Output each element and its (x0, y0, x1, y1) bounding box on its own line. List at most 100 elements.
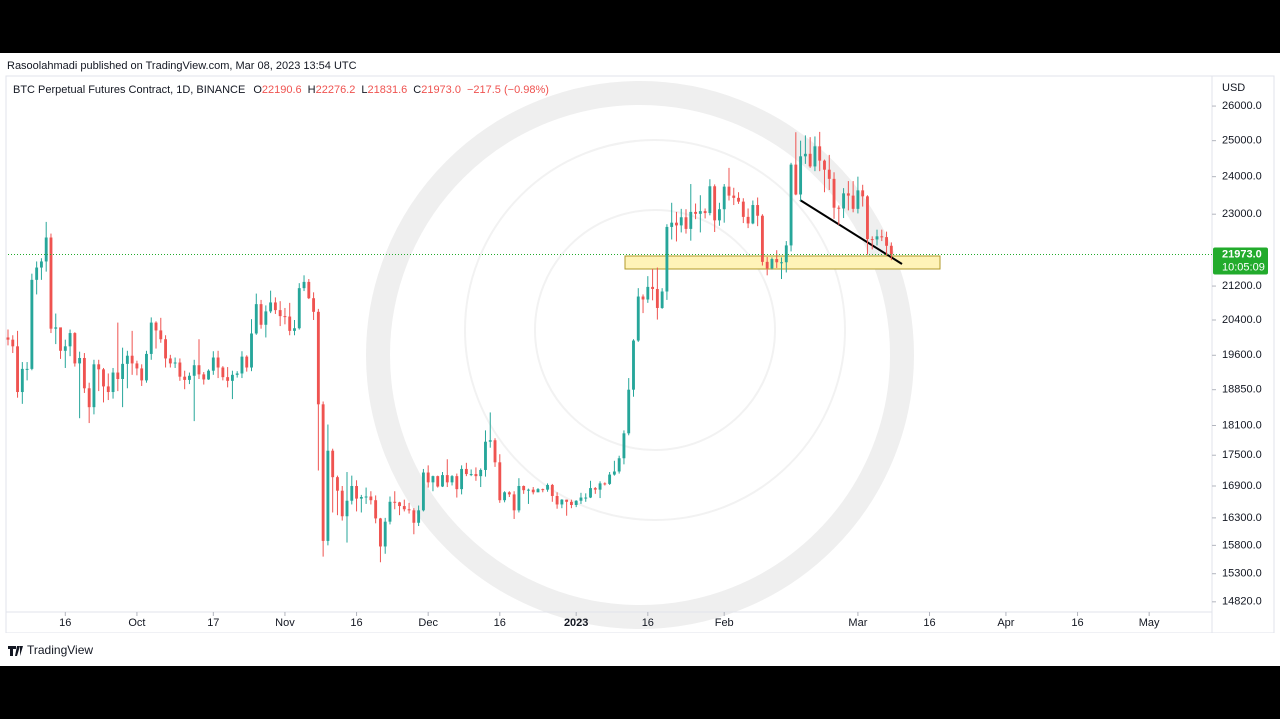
candle-body (226, 377, 230, 381)
candle-body (202, 374, 206, 380)
candle-body (507, 492, 511, 495)
legend-key: L (361, 84, 367, 96)
candle-body (512, 494, 516, 511)
candle-body (398, 502, 401, 507)
candle-body (689, 211, 693, 229)
candle-body (589, 488, 592, 498)
candle-body (823, 160, 826, 170)
candle-body (808, 153, 812, 167)
candle-body (708, 186, 712, 214)
candle-body (331, 450, 335, 478)
candle-body (861, 190, 865, 197)
x-tick-label: Dec (418, 617, 438, 629)
candle-body (297, 288, 301, 329)
candle-body (11, 339, 15, 347)
candle-body (455, 476, 459, 490)
candle-body (316, 311, 320, 405)
x-tick-label: Nov (275, 617, 295, 629)
candle-body (259, 304, 263, 325)
candle-body (889, 245, 893, 255)
candle-body (488, 440, 492, 442)
tradingview-logo (8, 646, 23, 656)
candle-body (541, 489, 545, 491)
candle-body (35, 267, 39, 280)
candle-body (593, 488, 597, 490)
candle-body (608, 474, 612, 484)
candle-body (63, 346, 67, 351)
candle-body (388, 501, 392, 522)
candle-body (531, 489, 535, 493)
candle-body (321, 404, 325, 541)
candle-body (799, 156, 803, 195)
footer-brand: TradingView (27, 643, 93, 657)
candle-body (407, 509, 411, 511)
legend-key: C (413, 84, 421, 96)
candle-body (283, 316, 287, 318)
candle-body (20, 368, 24, 393)
candle-body (851, 195, 855, 209)
candle-body (307, 281, 311, 299)
candle-body (655, 288, 659, 308)
candle-body (565, 499, 569, 502)
y-tick-label: 15800.0 (1222, 539, 1262, 551)
candle-body (369, 496, 373, 501)
candle-body (445, 475, 449, 483)
y-tick-label: 23000.0 (1222, 208, 1262, 220)
candle-body (813, 146, 817, 167)
candle-body (211, 357, 215, 371)
candle-body (183, 376, 187, 380)
candle-body (765, 261, 769, 269)
candle-body (536, 489, 540, 493)
candle-body (197, 365, 201, 375)
candle-body (469, 474, 473, 476)
candle-body (522, 485, 526, 491)
x-tick-label: Feb (715, 617, 734, 629)
candle-body (39, 261, 43, 268)
candle-body (751, 205, 755, 224)
candle-body (269, 302, 273, 312)
candle-body (30, 279, 34, 369)
candle-body (149, 322, 153, 354)
candle-body (546, 484, 549, 490)
candle-body (503, 492, 507, 501)
y-tick-label: 15300.0 (1222, 568, 1262, 580)
candle-body (584, 497, 588, 499)
x-tick-label: 2023 (564, 617, 588, 629)
candle-body (140, 368, 144, 381)
candle-body (646, 286, 650, 300)
candle-body (746, 216, 750, 224)
candle-body (145, 353, 148, 381)
candle-body (102, 369, 105, 387)
candle-body (555, 495, 559, 505)
y-tick-label: 17500.0 (1222, 449, 1262, 461)
candle-body (698, 211, 702, 214)
candle-body (426, 472, 430, 483)
candle-body (775, 259, 779, 263)
candle-body (569, 501, 573, 505)
candle-body (436, 476, 440, 487)
candle-body (842, 193, 846, 209)
candle-body (173, 362, 177, 364)
y-tick-label: 16300.0 (1222, 512, 1262, 524)
candle-body (665, 226, 669, 292)
candle-body (780, 262, 783, 264)
candle-body (560, 499, 564, 505)
candle-body (703, 211, 707, 214)
legend-change: −217.5 (−0.98%) (467, 84, 549, 96)
symbol-header: BTC Perpetual Futures Contract, 1D, BINA… (13, 84, 549, 96)
candle-body (479, 469, 483, 477)
candle-body (760, 215, 764, 262)
candle-body (474, 474, 478, 477)
candle-body (44, 237, 48, 262)
candle-body (784, 245, 788, 263)
candle-body (221, 367, 225, 378)
y-tick-label: 18100.0 (1222, 419, 1262, 431)
y-tick-label: 18850.0 (1222, 384, 1262, 396)
candle-body (168, 358, 172, 364)
candle-body (278, 310, 282, 317)
candle-body (192, 365, 196, 376)
candle-body (92, 364, 96, 408)
candle-body (412, 510, 416, 523)
